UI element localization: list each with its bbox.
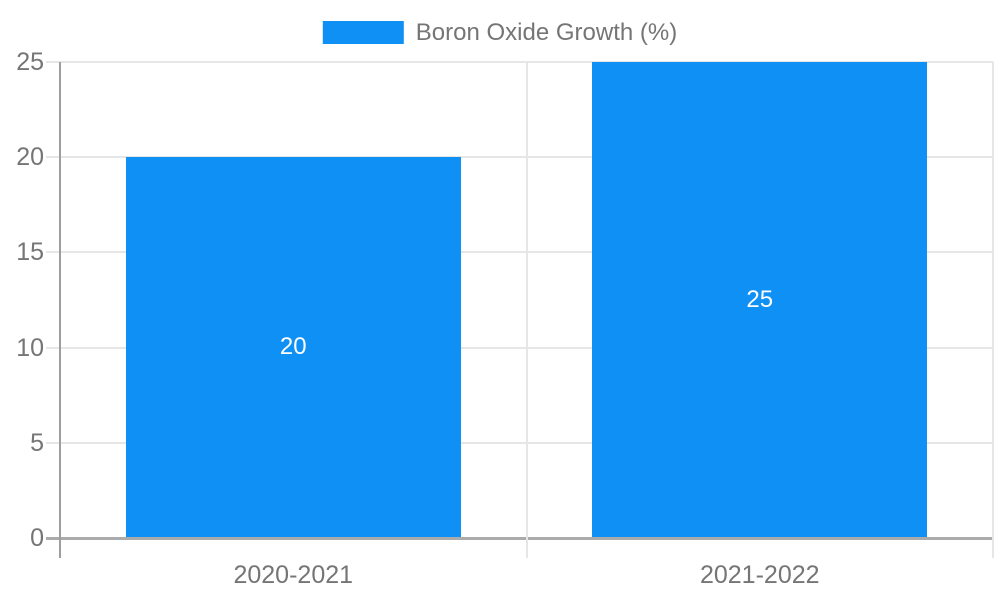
gridline (46, 441, 993, 444)
y-tick-label: 20 (16, 143, 44, 172)
y-tick-label: 10 (16, 333, 44, 362)
y-axis-line (59, 62, 61, 558)
gridline (46, 156, 993, 159)
plot-right-border (992, 62, 994, 558)
legend-swatch (322, 21, 404, 44)
y-tick-label: 5 (30, 428, 44, 457)
category-separator (525, 62, 528, 558)
gridline (46, 251, 993, 254)
gridline (46, 61, 993, 63)
bar-value-label: 20 (279, 333, 307, 361)
y-tick-label: 0 (30, 524, 44, 552)
gridline (46, 346, 993, 349)
bar-2021-2022[interactable]: 25 (592, 62, 928, 537)
legend[interactable]: Boron Oxide Growth (%) (322, 18, 678, 46)
bar-2020-2021[interactable]: 20 (125, 157, 461, 537)
x-tick-label: 2020-2021 (233, 561, 354, 589)
bar-value-label: 25 (746, 285, 774, 313)
legend-label: Boron Oxide Growth (%) (415, 18, 678, 46)
x-tick-label: 2021-2022 (699, 561, 820, 589)
y-tick-label: 15 (16, 238, 44, 267)
y-tick-label: 25 (16, 48, 44, 76)
x-axis-baseline (46, 537, 993, 540)
